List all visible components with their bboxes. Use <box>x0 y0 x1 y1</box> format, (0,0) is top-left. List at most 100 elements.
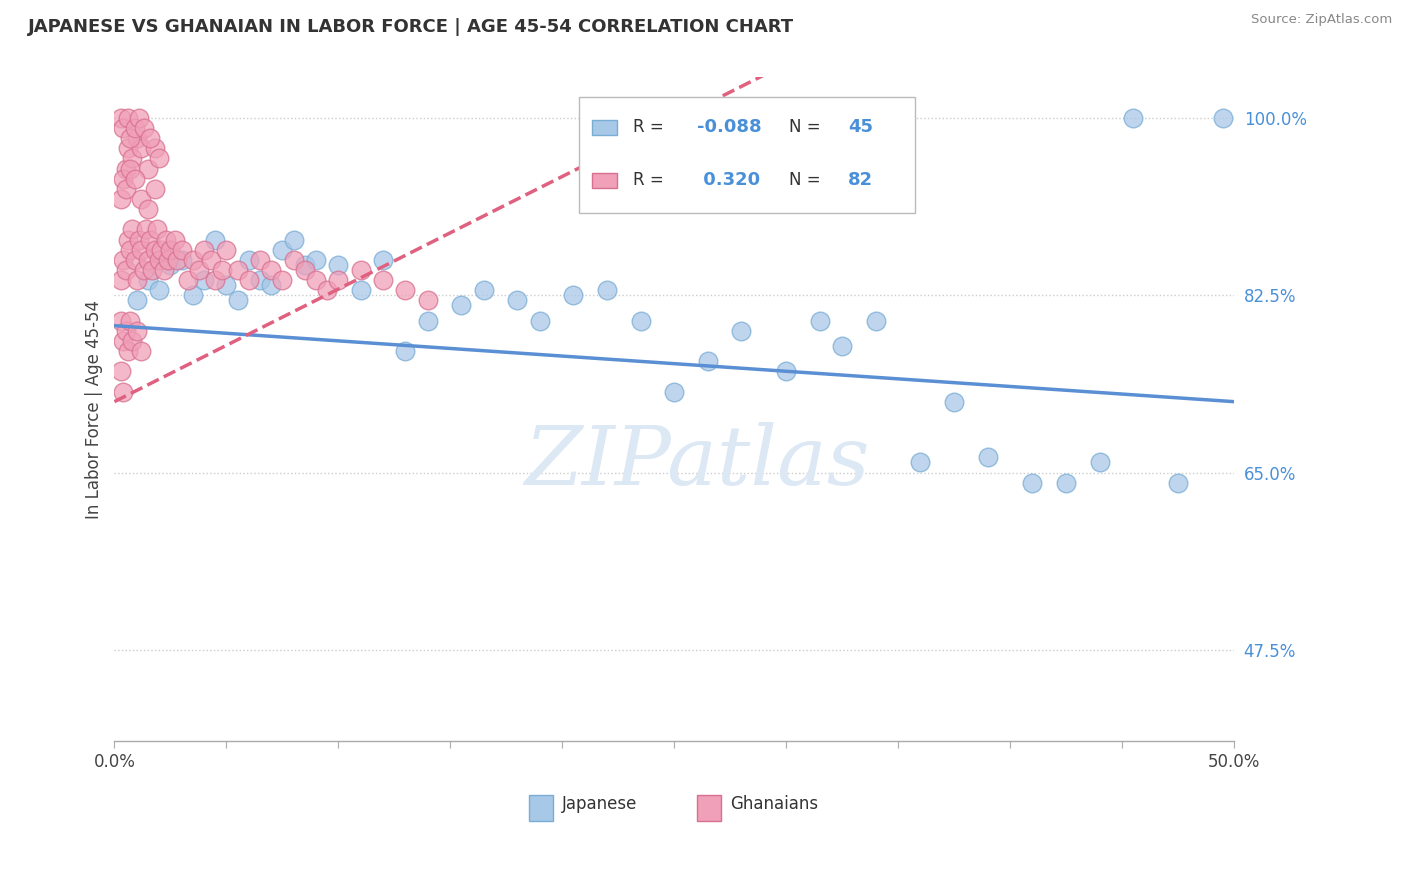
Point <box>155 233 177 247</box>
Point <box>135 222 157 236</box>
Point <box>305 252 328 267</box>
Point <box>117 343 139 358</box>
Point <box>1167 475 1189 490</box>
Point <box>120 243 142 257</box>
Point <box>249 252 271 267</box>
Point <box>193 243 215 257</box>
Point <box>260 278 283 293</box>
Point <box>249 273 271 287</box>
Point <box>146 222 169 236</box>
Point <box>121 152 143 166</box>
Point <box>416 313 439 327</box>
Text: -0.088: -0.088 <box>696 119 761 136</box>
Point <box>294 263 316 277</box>
Text: 0.320: 0.320 <box>696 171 759 189</box>
Point <box>124 252 146 267</box>
Point <box>129 192 152 206</box>
Point <box>114 182 136 196</box>
Point <box>260 263 283 277</box>
Point <box>450 298 472 312</box>
Point <box>204 273 226 287</box>
Point <box>1021 475 1043 490</box>
Point <box>350 283 373 297</box>
Point <box>181 288 204 302</box>
Point <box>136 202 159 216</box>
Point <box>124 121 146 136</box>
Text: JAPANESE VS GHANAIAN IN LABOR FORCE | AGE 45-54 CORRELATION CHART: JAPANESE VS GHANAIAN IN LABOR FORCE | AG… <box>28 18 794 36</box>
Point <box>472 283 495 297</box>
Point <box>132 263 155 277</box>
Text: R =: R = <box>633 171 669 189</box>
Point <box>117 233 139 247</box>
Point <box>150 243 173 257</box>
Point <box>148 152 170 166</box>
Point <box>193 273 215 287</box>
Text: R =: R = <box>633 119 669 136</box>
Text: Source: ZipAtlas.com: Source: ZipAtlas.com <box>1251 13 1392 27</box>
Point <box>121 334 143 348</box>
Text: Japanese: Japanese <box>562 795 637 814</box>
Point <box>124 171 146 186</box>
Point <box>808 313 831 327</box>
Point <box>148 252 170 267</box>
Point <box>128 233 150 247</box>
FancyBboxPatch shape <box>529 796 553 821</box>
Point <box>139 233 162 247</box>
Point <box>114 324 136 338</box>
Point <box>125 273 148 287</box>
Point <box>215 278 238 293</box>
Point <box>226 263 249 277</box>
Point <box>112 171 135 186</box>
Point <box>117 141 139 155</box>
Point <box>328 258 350 272</box>
Y-axis label: In Labor Force | Age 45-54: In Labor Force | Age 45-54 <box>86 300 103 519</box>
Point <box>1088 455 1111 469</box>
Point <box>177 273 200 287</box>
Point <box>730 324 752 338</box>
Text: ZIPatlas: ZIPatlas <box>524 422 869 502</box>
Point <box>148 283 170 297</box>
Point <box>596 283 619 297</box>
Point <box>120 131 142 145</box>
Point <box>129 141 152 155</box>
Point <box>211 263 233 277</box>
FancyBboxPatch shape <box>592 120 617 135</box>
Point <box>1054 475 1077 490</box>
Point <box>238 273 260 287</box>
Point <box>910 455 932 469</box>
Point <box>112 384 135 399</box>
Point <box>112 252 135 267</box>
Point <box>394 283 416 297</box>
Point <box>316 283 339 297</box>
Point <box>139 131 162 145</box>
Point <box>1122 111 1144 125</box>
Point <box>328 273 350 287</box>
Point <box>163 233 186 247</box>
Point <box>226 293 249 308</box>
Point <box>117 111 139 125</box>
Point <box>136 252 159 267</box>
Point <box>238 252 260 267</box>
Point <box>120 313 142 327</box>
Point <box>141 263 163 277</box>
Point <box>188 263 211 277</box>
Text: 82: 82 <box>848 171 873 189</box>
Text: N =: N = <box>790 119 827 136</box>
Point <box>125 293 148 308</box>
FancyBboxPatch shape <box>579 97 915 213</box>
Text: Ghanaians: Ghanaians <box>730 795 818 814</box>
Point <box>529 313 551 327</box>
Point <box>120 161 142 176</box>
Point <box>775 364 797 378</box>
FancyBboxPatch shape <box>592 173 617 187</box>
Point <box>159 258 181 272</box>
Point <box>283 233 305 247</box>
Point <box>1212 111 1234 125</box>
Point <box>831 339 853 353</box>
Point <box>112 121 135 136</box>
Point <box>271 273 294 287</box>
Point <box>129 343 152 358</box>
Point <box>562 288 585 302</box>
Point <box>305 273 328 287</box>
Point <box>159 243 181 257</box>
